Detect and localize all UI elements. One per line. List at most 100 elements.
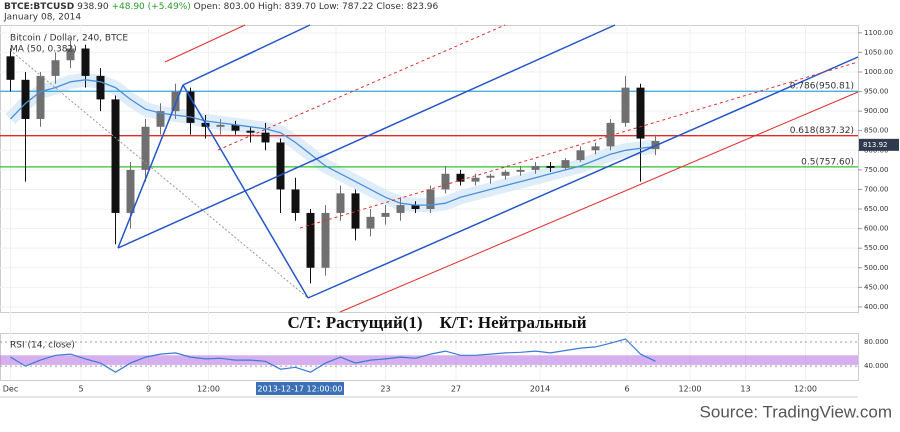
x-tick-label: 12:00 — [794, 385, 817, 394]
candle-body — [366, 216, 375, 229]
x-tick-label: 2014 — [530, 385, 550, 394]
candle-body — [246, 130, 255, 133]
crosshair-box — [256, 382, 344, 395]
x-tick-label: 27 — [451, 385, 461, 394]
main-frame — [0, 25, 859, 313]
x-tick-label: 9 — [146, 385, 151, 394]
drawings — [9, 24, 859, 313]
candle-body — [276, 142, 285, 190]
candle-body — [126, 169, 135, 213]
candle-body — [261, 132, 270, 143]
pitchfork-line — [117, 84, 184, 249]
symbol: BTCE:BTCUSD — [4, 2, 74, 12]
channel-line — [339, 91, 859, 313]
candle-body — [201, 122, 210, 127]
source: Source: TradingView.com — [700, 402, 892, 421]
fib-label: 0.5(757.60) — [801, 157, 854, 167]
last-price-box — [859, 138, 899, 151]
candle-body — [231, 124, 240, 131]
header-line: BTCE:BTCUSD 938.90 +48.90 (+5.49%) Open:… — [4, 2, 439, 12]
candle-body — [531, 165, 540, 170]
pitchfork-line — [307, 56, 859, 299]
y-tick-label: 1100.00 — [864, 29, 893, 37]
y-tick-label: 40.000 — [864, 362, 889, 370]
y-tick-label: 450.00 — [864, 283, 889, 291]
candle-body — [6, 56, 15, 80]
candle-body — [381, 212, 390, 217]
candle-body — [351, 193, 360, 229]
last: 938.90 — [77, 2, 109, 12]
candle-body — [501, 171, 510, 176]
x-tick-label: 23 — [380, 385, 390, 394]
candle-body — [606, 122, 615, 147]
y-tick-label: 550.00 — [864, 244, 889, 252]
candle-body — [621, 87, 630, 123]
candle-body — [336, 193, 345, 213]
candle-body — [21, 79, 30, 119]
fib-label: 0.618(837.32) — [790, 126, 854, 136]
candle-body — [486, 175, 495, 178]
candle-body — [561, 160, 570, 168]
y-tick-label: 700.00 — [864, 185, 889, 193]
rsi-title: RSI (14, close) — [10, 341, 75, 351]
candle-body — [66, 48, 75, 61]
candle-body — [306, 212, 315, 268]
rsi-band — [0, 355, 858, 365]
candle-body — [156, 111, 165, 127]
annotation: С/Т: Растущий(1) К/Т: Нейтральный — [288, 313, 587, 332]
labels: 400.00 450.00 500.00 550.00 600.00 650.00 700.… — [3, 29, 899, 395]
candle-body — [81, 48, 90, 76]
candle-body — [186, 91, 195, 123]
crosshair-label: 2013-12-17 12:00:00 — [258, 385, 343, 394]
candle-body — [291, 189, 300, 213]
y-tick-label: 600.00 — [864, 225, 889, 233]
candle-body — [546, 165, 555, 168]
header-date: January 08, 2014 — [3, 13, 81, 23]
candle-body — [426, 189, 435, 210]
candle-body — [516, 169, 525, 172]
channel-line — [217, 24, 506, 151]
candle-body — [576, 150, 585, 161]
y-tick-label: 1050.00 — [864, 48, 893, 56]
y-tick-label: 500.00 — [864, 264, 889, 272]
x-tick-label: 12:00 — [678, 385, 701, 394]
x-tick-label: 5 — [78, 385, 83, 394]
candle-body — [456, 173, 465, 182]
x-tick-label: 13 — [740, 385, 750, 394]
main-title: Bitcoin / Dollar, 240, BTCE — [10, 34, 128, 44]
y-tick-label: 900.00 — [864, 107, 889, 115]
candle-body — [591, 146, 600, 151]
candle-body — [396, 205, 405, 213]
channel-line — [164, 24, 246, 63]
pitchfork-line — [182, 24, 311, 86]
trend-line — [9, 49, 309, 299]
candle-body — [216, 124, 225, 127]
ma-legend: MA (50, 0.382) — [10, 45, 77, 55]
y-tick-label: 1000.00 — [864, 68, 893, 76]
candle-body — [141, 126, 150, 170]
y-tick-label: 650.00 — [864, 205, 889, 213]
fib-label: 0.786(950.81) — [790, 82, 854, 92]
candle-body — [51, 60, 60, 76]
candle-body — [471, 177, 480, 182]
y-tick-label: 950.00 — [864, 88, 889, 96]
channel-line — [299, 61, 859, 229]
candle-body — [96, 75, 105, 100]
candle-body — [321, 212, 330, 268]
candle-body — [36, 75, 45, 119]
x-tick-label: Dec — [3, 385, 18, 394]
x-tick-label: 6 — [624, 385, 629, 394]
change: +48.90 (+5.49%) — [111, 2, 190, 12]
y-tick-label: 80.000 — [864, 338, 889, 346]
y-tick-label: 750.00 — [864, 166, 889, 174]
candle-body — [171, 91, 180, 112]
candle-body — [111, 99, 120, 213]
ma-line — [10, 79, 656, 206]
last-price-label: 813.92 — [863, 141, 888, 149]
pitchfork-line — [117, 24, 616, 249]
candle-body — [441, 173, 450, 190]
candle-body — [636, 87, 645, 139]
y-tick-label: 850.00 — [864, 127, 889, 135]
